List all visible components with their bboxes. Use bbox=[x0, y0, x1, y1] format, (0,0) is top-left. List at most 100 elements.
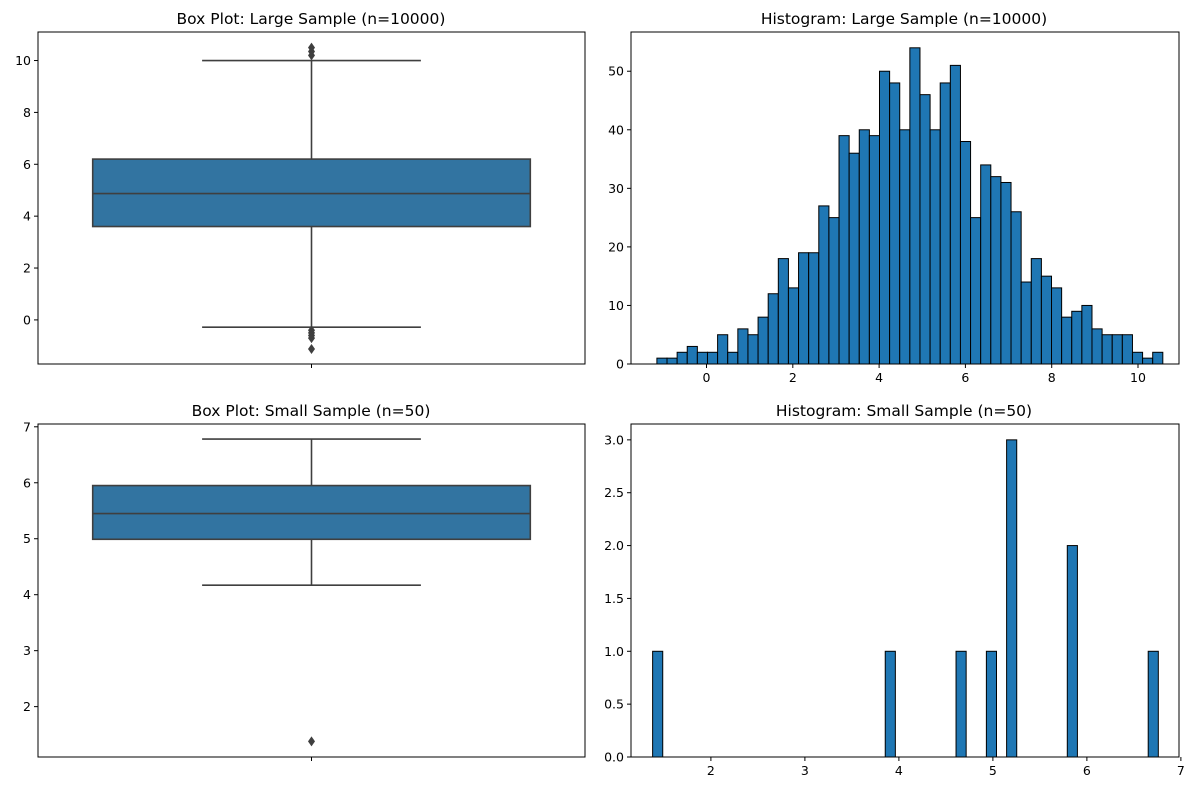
hist-large-bar bbox=[1101, 334, 1113, 365]
hist-small-y-tick-label: 1.5 bbox=[604, 591, 624, 606]
hist-large-bar bbox=[717, 334, 729, 365]
box-large-y-tick-label: 6 bbox=[23, 157, 31, 172]
hist-large-bar bbox=[848, 152, 860, 365]
hist-large-bar bbox=[1091, 328, 1103, 365]
hist-large-bar bbox=[1111, 334, 1123, 365]
hist-large-y-tick-label: 20 bbox=[608, 239, 624, 254]
hist-large-bar bbox=[949, 64, 961, 365]
box-large-outlier-point bbox=[308, 333, 315, 344]
box-small-y-tick-label: 5 bbox=[23, 531, 31, 546]
hist-large-y-tick-label: 50 bbox=[608, 64, 624, 79]
hist-large-bar bbox=[939, 82, 951, 365]
hist-small-x-tick-label: 3 bbox=[801, 763, 809, 778]
box-small-box bbox=[91, 484, 532, 541]
hist-small-x-tick-label: 6 bbox=[1083, 763, 1091, 778]
hist-large-bar bbox=[1142, 357, 1154, 365]
hist-small-y-tick-label: 3.0 bbox=[604, 432, 624, 447]
box-small-y-tick-label: 3 bbox=[23, 643, 31, 658]
histogram-small-title: Histogram: Small Sample (n=50) bbox=[776, 402, 1032, 420]
hist-large-bar bbox=[838, 135, 850, 365]
hist-large-bar bbox=[798, 252, 810, 365]
hist-large-bar bbox=[767, 293, 779, 365]
box-large-y-tick-label: 8 bbox=[23, 105, 31, 120]
hist-large-bar bbox=[1010, 211, 1022, 365]
hist-large-bar bbox=[787, 287, 800, 365]
hist-large-bar bbox=[868, 135, 880, 365]
hist-large-bar bbox=[899, 129, 911, 365]
hist-large-bar bbox=[1000, 181, 1012, 365]
hist-large-bar bbox=[1020, 281, 1032, 365]
hist-small-y-tick-label: 0.0 bbox=[604, 750, 624, 765]
box-large-y-tick-label: 2 bbox=[23, 261, 31, 276]
hist-large-bar bbox=[1152, 351, 1164, 365]
box-small-outlier-point bbox=[308, 736, 315, 747]
hist-large-bar bbox=[1121, 334, 1133, 365]
hist-small-y-tick-label: 0.5 bbox=[604, 697, 624, 712]
hist-large-bar bbox=[808, 252, 820, 365]
box-small-y-tick-label: 7 bbox=[23, 419, 31, 434]
hist-small-axes-frame bbox=[630, 423, 1180, 758]
hist-large-bar bbox=[666, 357, 678, 365]
hist-large-bar bbox=[818, 205, 830, 365]
hist-small-bar bbox=[1147, 650, 1159, 758]
hist-large-bar bbox=[929, 129, 941, 365]
box-small-y-tick-label: 2 bbox=[23, 699, 31, 714]
hist-large-bar bbox=[878, 70, 891, 365]
histogram-large-title: Histogram: Large Sample (n=10000) bbox=[761, 10, 1047, 28]
hist-large-bar bbox=[858, 129, 870, 365]
hist-large-bar bbox=[727, 351, 739, 365]
box-plot-small-title: Box Plot: Small Sample (n=50) bbox=[192, 402, 431, 420]
hist-large-bar bbox=[747, 334, 759, 365]
hist-small-bar bbox=[652, 650, 664, 758]
hist-small-bar bbox=[1066, 545, 1078, 758]
hist-large-bar bbox=[656, 357, 668, 365]
hist-large-bar bbox=[1071, 310, 1083, 365]
hist-large-bar bbox=[696, 351, 708, 365]
hist-small-y-tick-label: 1.0 bbox=[604, 644, 624, 659]
box-large-axes-frame bbox=[37, 31, 586, 365]
hist-large-x-tick-label: 10 bbox=[1130, 370, 1146, 385]
hist-large-bar bbox=[828, 217, 840, 365]
hist-large-y-tick-label: 30 bbox=[608, 181, 624, 196]
hist-large-bar bbox=[1030, 258, 1042, 365]
hist-large-y-tick-label: 10 bbox=[608, 298, 624, 313]
hist-small-bar bbox=[884, 650, 896, 758]
hist-large-x-tick-label: 0 bbox=[703, 370, 711, 385]
box-large-y-tick-label: 0 bbox=[23, 312, 31, 327]
hist-large-x-tick-label: 4 bbox=[875, 370, 883, 385]
box-plot-small-panel: Box Plot: Small Sample (n=50) 2 3 4 5 6 7 bbox=[23, 402, 586, 761]
box-large-outlier-point bbox=[308, 50, 315, 61]
hist-large-bar bbox=[909, 47, 921, 365]
hist-small-y-tick-label: 2.0 bbox=[604, 538, 624, 553]
box-large-y-tick-label: 4 bbox=[23, 209, 31, 224]
hist-large-bar bbox=[777, 258, 789, 365]
hist-small-x-tick-label: 5 bbox=[989, 763, 997, 778]
hist-small-bar bbox=[955, 650, 967, 758]
hist-large-x-tick-label: 6 bbox=[961, 370, 969, 385]
histogram-large-panel: Histogram: Large Sample (n=10000) 0 10 20 3… bbox=[608, 10, 1180, 385]
hist-large-y-tick-label: 0 bbox=[616, 357, 624, 372]
hist-large-bar bbox=[990, 176, 1002, 365]
hist-small-bar bbox=[985, 650, 997, 758]
hist-large-bar bbox=[737, 328, 749, 365]
hist-small-y-tick-label: 2.5 bbox=[604, 485, 624, 500]
hist-large-bar bbox=[686, 345, 698, 365]
hist-large-bar bbox=[757, 316, 769, 365]
hist-small-x-tick-label: 4 bbox=[895, 763, 903, 778]
histogram-small-panel: Histogram: Small Sample (n=50) 0.0 0.5 1.0… bbox=[604, 402, 1185, 778]
hist-large-bar bbox=[706, 351, 719, 365]
hist-large-x-tick-label: 8 bbox=[1048, 370, 1056, 385]
hist-large-bar bbox=[1040, 275, 1053, 365]
hist-large-bar bbox=[980, 164, 992, 365]
box-plot-large-panel: Box Plot: Large Sample (n=10000) 0 2 4 6 8 10 bbox=[15, 10, 586, 368]
hist-small-x-tick-label: 2 bbox=[707, 763, 715, 778]
hist-large-bar bbox=[676, 351, 688, 365]
hist-large-bar bbox=[959, 140, 972, 365]
box-small-y-tick-label: 6 bbox=[23, 475, 31, 490]
hist-large-bar bbox=[1061, 316, 1073, 365]
box-small-axes-frame bbox=[37, 423, 586, 758]
box-large-outlier-point bbox=[308, 343, 315, 354]
hist-small-bar bbox=[1006, 439, 1018, 758]
box-plot-large-title: Box Plot: Large Sample (n=10000) bbox=[177, 10, 446, 28]
